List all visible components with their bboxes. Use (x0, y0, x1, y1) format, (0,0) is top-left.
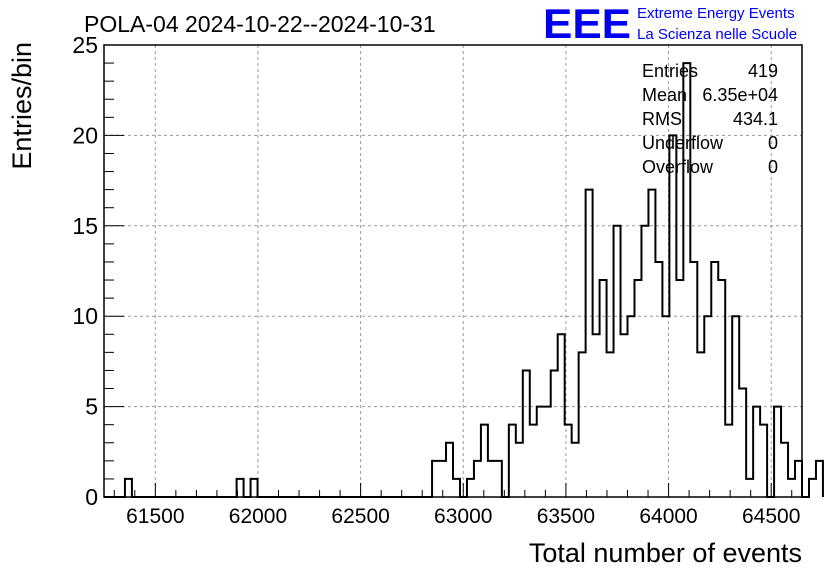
x-tick-label: 62000 (229, 505, 287, 528)
eee-logo-line1: Extreme Energy Events (637, 5, 795, 22)
chart-title: POLA-04 2024-10-22--2024-10-31 (84, 11, 436, 37)
y-tick-label: 10 (72, 303, 98, 329)
stats-label: Overflow (642, 157, 714, 177)
y-axis-label: Entries/bin (7, 42, 37, 170)
stats-value: 6.35e+04 (702, 85, 778, 105)
y-tick-label: 15 (72, 213, 98, 239)
stats-label: Underflow (642, 133, 724, 153)
x-tick-label: 63500 (537, 505, 595, 528)
axis-ticks: 61500 62000 62500 63000 63500 64000 64500 0 5 10 1… (72, 32, 800, 528)
y-tick-label: 25 (72, 32, 98, 58)
stats-value: 419 (748, 61, 778, 81)
x-axis-label: Total number of events (529, 538, 802, 568)
x-tick-label: 63000 (434, 505, 492, 528)
y-tick-label: 5 (85, 394, 98, 420)
stats-box: Entries 419 Mean 6.35e+04 RMS 434.1 Underflow 0… (642, 61, 778, 177)
stats-value: 0 (768, 133, 778, 153)
stats-label: Mean (642, 85, 687, 105)
stats-value: 434.1 (733, 109, 778, 129)
y-tick-label: 20 (72, 122, 98, 148)
eee-logo-line2: La Scienza nelle Scuole (637, 26, 797, 43)
plot-frame (103, 44, 803, 498)
y-tick-label: 0 (85, 484, 98, 510)
x-tick-label: 64500 (742, 505, 800, 528)
x-tick-label: 61500 (126, 505, 184, 528)
stats-value: 0 (768, 157, 778, 177)
x-tick-label: 62500 (331, 505, 389, 528)
stats-label: Entries (642, 61, 698, 81)
eee-logo: EEE Extreme Energy Events La Scienza nel… (543, 0, 797, 47)
histogram-line (104, 62, 824, 498)
grid-lines (104, 45, 802, 497)
eee-logo-mark: EEE (543, 0, 631, 47)
x-tick-label: 64000 (639, 505, 697, 528)
stats-label: RMS (642, 109, 682, 129)
